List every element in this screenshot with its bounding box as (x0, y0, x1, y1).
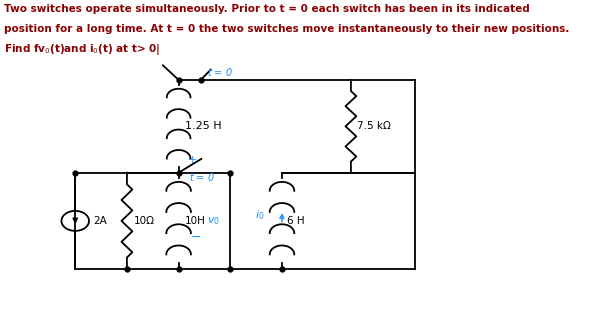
Text: i$_0$: i$_0$ (255, 209, 265, 223)
Text: Two switches operate simultaneously. Prior to t = 0 each switch has been in its : Two switches operate simultaneously. Pri… (4, 4, 530, 14)
Text: 2A: 2A (93, 216, 107, 226)
Text: v$_0$: v$_0$ (207, 215, 220, 227)
Text: 7.5 kΩ: 7.5 kΩ (358, 121, 391, 131)
Text: $t$ = 0: $t$ = 0 (207, 66, 232, 78)
Text: 10Ω: 10Ω (134, 216, 155, 226)
Text: 6 H: 6 H (287, 216, 304, 226)
Text: 1.25 H: 1.25 H (184, 121, 221, 131)
Text: position for a long time. At t = 0 the two switches move instantaneously to thei: position for a long time. At t = 0 the t… (4, 24, 570, 33)
Text: $t$ = 0: $t$ = 0 (189, 171, 216, 183)
Text: +: + (187, 155, 197, 165)
Text: −: − (191, 230, 201, 243)
Text: 10H: 10H (184, 216, 205, 226)
Text: Find fv$_0$(t)and i$_0$(t) at t> 0|: Find fv$_0$(t)and i$_0$(t) at t> 0| (4, 42, 161, 57)
